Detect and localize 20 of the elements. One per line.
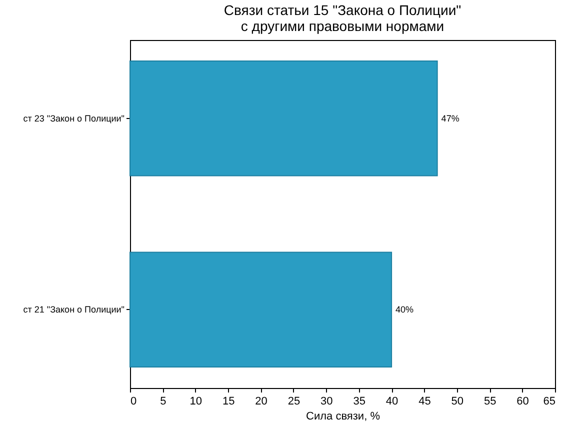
- x-tick-label: 35: [353, 396, 366, 408]
- x-tick-label: 55: [484, 396, 496, 408]
- x-tick-label: 40: [386, 396, 398, 408]
- x-tick-label: 45: [418, 396, 431, 408]
- x-tick-label: 20: [255, 396, 268, 408]
- data-label: 40%: [396, 304, 414, 315]
- x-axis-title: Сила связи, %: [306, 410, 380, 422]
- x-tick-label: 65: [543, 396, 556, 408]
- x-tick-label: 0: [130, 396, 137, 408]
- y-tick-label: ст 23 "Закон о Полиции": [23, 113, 124, 124]
- data-label: 47%: [441, 113, 460, 124]
- x-tick-label: 60: [516, 396, 529, 408]
- x-tick-label: 15: [222, 396, 235, 408]
- x-tick-label: 25: [288, 396, 300, 408]
- y-tick-label: ст 21 "Закон о Полиции": [23, 304, 124, 315]
- x-tick-label: 5: [160, 396, 166, 408]
- x-tick-label: 50: [451, 396, 464, 408]
- x-tick-label: 30: [320, 396, 333, 408]
- chart-title: Связи статьи 15 "Закона о Полиции" с другими правовыми нормами: [224, 2, 462, 34]
- x-tick-label: 10: [190, 396, 202, 408]
